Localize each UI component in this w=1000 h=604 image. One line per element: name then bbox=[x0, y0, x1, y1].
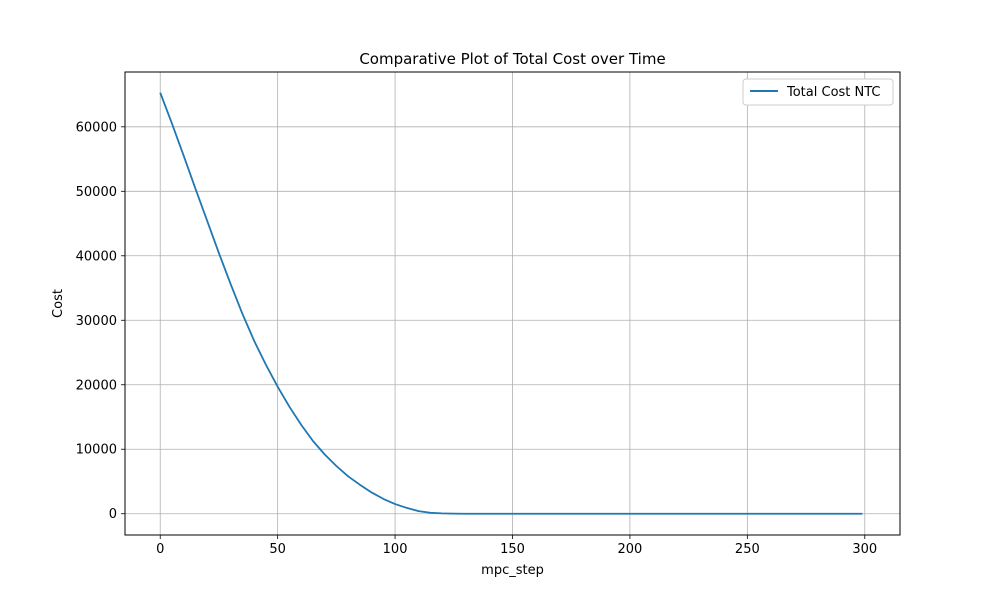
y-tick-label: 10000 bbox=[76, 443, 117, 458]
y-tick-label: 20000 bbox=[76, 378, 117, 393]
x-tick-label: 150 bbox=[500, 542, 525, 557]
y-tick-label: 40000 bbox=[76, 249, 117, 264]
y-axis-ticks: 0 10000 20000 30000 40000 50000 60000 bbox=[76, 120, 125, 522]
y-tick-label: 60000 bbox=[76, 120, 117, 135]
x-tick-label: 100 bbox=[383, 542, 408, 557]
chart-title: Comparative Plot of Total Cost over Time bbox=[359, 50, 665, 68]
x-tick-label: 250 bbox=[735, 542, 760, 557]
y-axis-label: Cost bbox=[51, 289, 66, 318]
x-tick-label: 0 bbox=[156, 542, 164, 557]
series-line-total-cost-ntc bbox=[159, 92, 863, 515]
x-tick-label: 200 bbox=[618, 542, 643, 557]
series-layer bbox=[159, 92, 863, 515]
grid-lines bbox=[125, 72, 900, 535]
legend-box bbox=[742, 78, 894, 106]
y-tick-label: 0 bbox=[109, 507, 117, 522]
x-tick-label: 300 bbox=[852, 542, 877, 557]
y-tick-label: 50000 bbox=[76, 185, 117, 200]
y-tick-label: 30000 bbox=[76, 314, 117, 329]
x-axis-ticks: 0 50 100 150 200 250 300 bbox=[156, 535, 877, 557]
legend: Total Cost NTC bbox=[742, 78, 894, 106]
x-axis-label: mpc_step bbox=[481, 563, 544, 578]
legend-label: Total Cost NTC bbox=[786, 85, 881, 100]
x-tick-label: 50 bbox=[269, 542, 286, 557]
